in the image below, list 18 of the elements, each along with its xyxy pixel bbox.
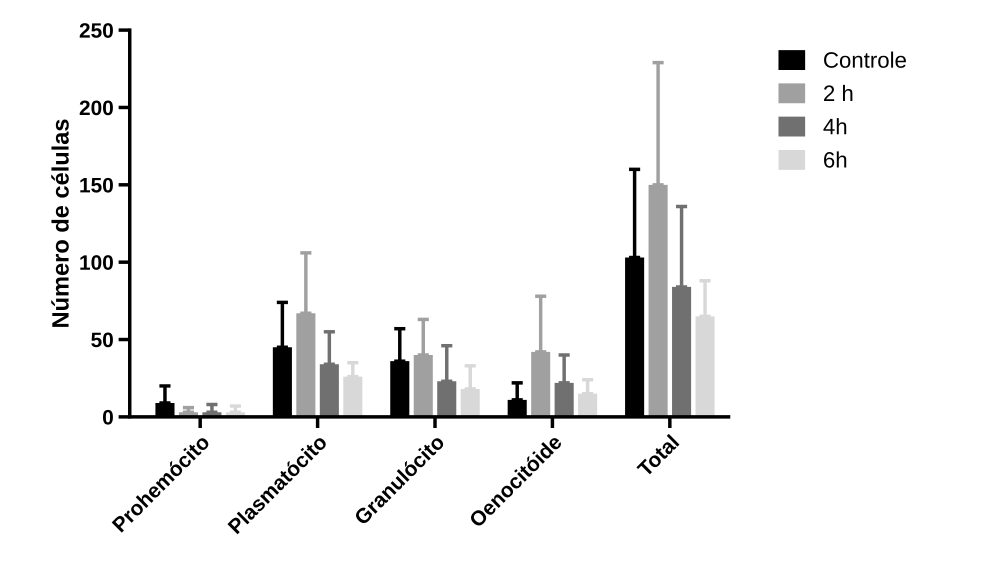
- y-tick-label: 250: [80, 23, 113, 38]
- legend-label: 2 h: [824, 84, 852, 101]
- bar: [648, 184, 668, 417]
- y-tick-label: 200: [80, 100, 113, 116]
- bar: [672, 286, 692, 417]
- y-tick-label: 50: [91, 332, 113, 348]
- y-tick-label: 0: [103, 410, 113, 425]
- y-tick-label: 150: [80, 178, 113, 193]
- bar: [531, 352, 550, 417]
- legend-label: Controle: [824, 52, 906, 68]
- bar: [320, 364, 339, 417]
- legend-label: 4h: [823, 118, 846, 134]
- bar: [437, 381, 456, 417]
- bar: [696, 316, 715, 417]
- legend-label: 6h: [824, 151, 846, 168]
- bar: [554, 382, 574, 417]
- y-tick-label: 100: [80, 255, 113, 270]
- y-axis-title: Número de células: [51, 119, 69, 327]
